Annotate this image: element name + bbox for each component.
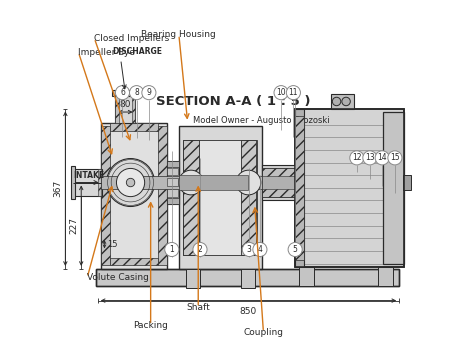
Text: 3: 3 [247,245,252,254]
Text: 5: 5 [293,245,298,254]
Text: 2: 2 [198,245,202,254]
Bar [300,267,314,286]
Circle shape [342,97,350,106]
Text: 4: 4 [257,245,262,254]
Circle shape [363,151,377,165]
Text: 227: 227 [69,217,78,234]
Text: Shaft: Shaft [186,303,210,312]
Text: 80: 80 [119,100,131,108]
Circle shape [236,170,261,195]
Text: 850: 850 [240,307,257,316]
Text: DISCHARGE: DISCHARGE [112,47,162,55]
Text: 14: 14 [377,153,387,163]
Bar [295,108,404,267]
Bar [331,95,354,108]
Circle shape [274,86,288,100]
Text: 1: 1 [169,245,174,254]
Bar [383,112,404,263]
Circle shape [288,242,302,257]
Text: 8: 8 [134,88,139,97]
Circle shape [142,86,156,100]
Circle shape [388,151,402,165]
Circle shape [242,242,256,257]
Bar [74,169,102,196]
Text: 6: 6 [120,88,125,97]
Text: 11: 11 [289,88,298,97]
Bar [101,176,262,189]
Bar [295,108,404,267]
Circle shape [286,86,301,100]
Bar [167,189,178,197]
Bar [101,122,166,269]
Bar [262,176,295,189]
Bar [166,161,179,204]
Text: 15: 15 [390,153,400,163]
Bar [132,95,136,122]
Circle shape [350,151,364,165]
Circle shape [193,242,207,257]
Text: Coupling: Coupling [244,328,283,337]
Bar [101,126,110,265]
Bar [158,126,166,265]
Circle shape [115,86,129,100]
Bar [262,165,295,200]
Bar [166,198,179,204]
Bar [115,95,118,122]
Text: Impeller Eye: Impeller Eye [78,48,135,57]
Text: Model Owner - Augusto Brozoski: Model Owner - Augusto Brozoski [193,116,330,125]
Text: 15: 15 [107,240,118,249]
Bar [166,161,179,167]
Bar [111,90,139,96]
Circle shape [253,242,267,257]
Bar [179,126,262,269]
Bar [378,267,393,286]
Text: Volute Casing: Volute Casing [87,273,149,282]
Text: INTAKE: INTAKE [73,171,105,180]
Bar [295,108,304,267]
Text: 10: 10 [276,88,286,97]
Text: 13: 13 [365,153,374,163]
Bar [115,93,136,122]
Bar [110,122,158,131]
Circle shape [129,86,144,100]
Bar [295,116,304,260]
Circle shape [179,170,203,195]
Text: 12: 12 [352,153,362,163]
Bar [183,140,199,255]
Text: Closed Impellers: Closed Impellers [94,34,170,43]
Bar [179,175,247,190]
Bar [110,258,158,265]
Circle shape [165,242,179,257]
Bar [240,140,256,255]
Text: Packing: Packing [133,321,168,330]
Bar [402,175,411,190]
Bar [167,168,178,175]
Bar [72,166,75,199]
Text: Bearing Housing: Bearing Housing [141,30,216,39]
Bar [167,178,178,186]
Bar [99,169,101,196]
Bar [240,269,255,288]
Circle shape [332,97,341,106]
Bar [186,269,200,288]
Bar [96,269,399,286]
Circle shape [107,159,155,207]
Text: 367: 367 [54,180,63,197]
Circle shape [375,151,389,165]
Bar [96,269,399,286]
Circle shape [117,168,145,197]
Circle shape [127,178,135,187]
Bar [262,168,295,197]
Bar [183,140,257,255]
Text: 9: 9 [146,88,151,97]
Text: SECTION A-A ( 1 : 5 ): SECTION A-A ( 1 : 5 ) [156,95,311,108]
